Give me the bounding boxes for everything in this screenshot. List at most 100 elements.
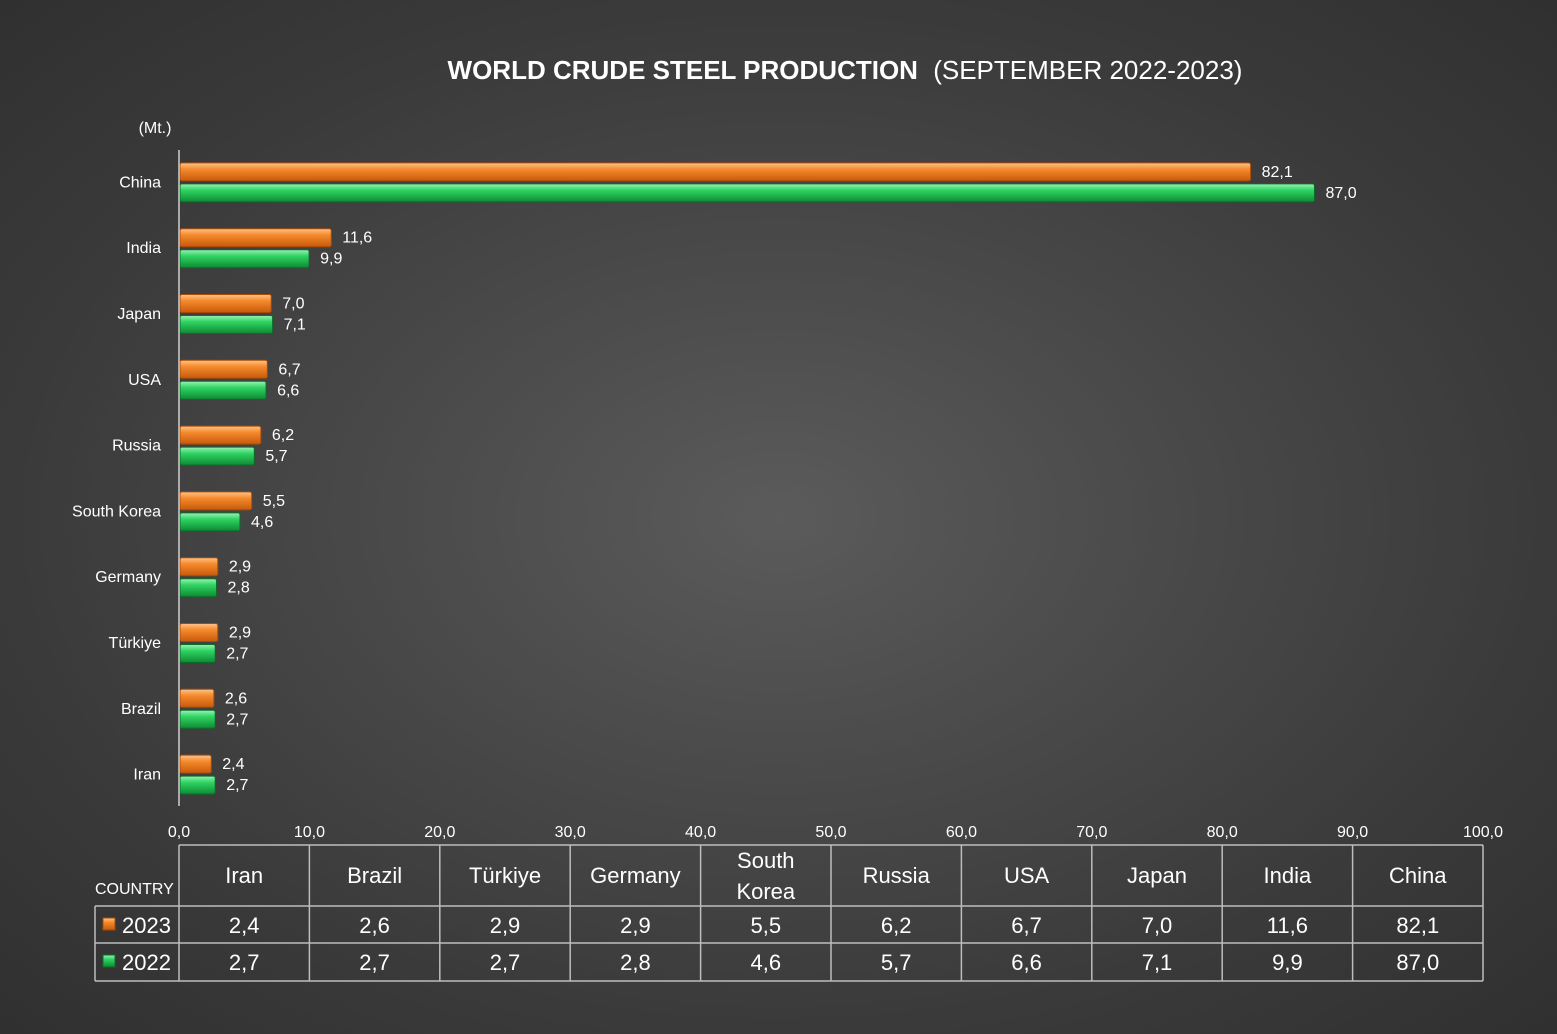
x-tick-label: 0,0 (168, 824, 190, 841)
table-column-header: Korea (736, 879, 795, 904)
table-cell: 6,7 (1011, 913, 1042, 938)
bar-2023 (179, 557, 219, 577)
bar-2022 (179, 183, 1315, 203)
x-tick-label: 70,0 (1076, 824, 1107, 841)
table-cell: 5,5 (751, 913, 782, 938)
bar-value-label: 5,7 (265, 448, 287, 465)
bar-2022 (179, 512, 241, 532)
bar-value-label: 9,9 (320, 251, 342, 268)
table-column-header: Iran (225, 863, 263, 888)
bar-value-label: 6,7 (278, 361, 300, 378)
bar-value-label: 5,5 (263, 493, 285, 510)
x-tick-label: 20,0 (424, 824, 455, 841)
bar-value-label: 2,9 (229, 559, 251, 576)
bar-value-label: 11,6 (342, 230, 372, 247)
bar-value-label: 4,6 (251, 514, 273, 531)
bar-value-label: 6,6 (277, 382, 299, 399)
table-cell: 2,9 (620, 913, 651, 938)
category-label: China (119, 174, 161, 191)
bar-value-label: 2,6 (225, 690, 247, 707)
category-label: Russia (112, 438, 161, 455)
table-column-header: India (1264, 863, 1312, 888)
table-cell: 6,6 (1011, 950, 1042, 975)
bar-value-label: 6,2 (272, 427, 294, 444)
bar-2022 (179, 775, 216, 795)
bar-value-label: 7,0 (282, 296, 304, 313)
bar-2023 (179, 425, 262, 445)
category-label: Iran (133, 767, 161, 784)
legend-key-2022 (102, 954, 116, 968)
bar-2023 (179, 623, 219, 642)
x-tick-label: 10,0 (294, 824, 325, 841)
bar-2023 (179, 294, 272, 313)
category-label: Germany (95, 569, 161, 586)
bar-value-label: 2,7 (226, 711, 248, 728)
category-label: Türkiye (109, 635, 162, 652)
table-corner-label: COUNTRY (95, 881, 174, 898)
table-cell: 2,8 (620, 950, 651, 975)
table-column-header: Russia (863, 863, 931, 888)
bar-2023 (179, 688, 215, 708)
category-labels: China India Japan USA Russia South Korea Germa… (72, 174, 161, 783)
bar-value-label: 7,1 (284, 317, 306, 334)
table-cell: 6,2 (881, 913, 912, 938)
table-column-header: South (737, 848, 795, 873)
table-cell: 87,0 (1396, 950, 1439, 975)
category-label: USA (128, 372, 161, 389)
x-tick-labels: 0,0 10,0 20,0 30,0 40,0 50,0 60,0 70,0 80,0 90,0 1… (168, 824, 1503, 841)
table-cell: 11,6 (1267, 913, 1308, 938)
data-table: COUNTRY Iran Brazil Türkiye Germany South Kore… (94, 844, 1484, 982)
x-tick-label: 80,0 (1207, 824, 1238, 841)
bar-2022 (179, 446, 255, 466)
bar-2023 (179, 359, 268, 379)
chart-title-period: (SEPTEMBER 2022-2023) (933, 55, 1242, 85)
category-label: Brazil (121, 701, 161, 718)
bar-2022 (179, 578, 218, 598)
chart-title-main: WORLD CRUDE STEEL PRODUCTION (448, 55, 918, 85)
bar-value-label: 2,7 (226, 646, 248, 663)
table-column-header: Türkiye (469, 863, 541, 888)
table-cell: 4,6 (751, 950, 782, 975)
table-cell: 2,6 (359, 913, 390, 938)
bar-2023 (179, 228, 332, 248)
x-tick-label: 50,0 (815, 824, 846, 841)
table-cell: 2,7 (359, 950, 390, 975)
bar-value-label: 2,7 (226, 777, 248, 794)
chart-title: WORLD CRUDE STEEL PRODUCTION (SEPTEMBER … (448, 55, 1243, 85)
bars (179, 162, 1315, 795)
bar-2022 (179, 709, 216, 729)
bar-2023 (179, 162, 1252, 182)
table-cell: 5,7 (881, 950, 912, 975)
table-row-header: 2023 (122, 913, 171, 938)
unit-label: (Mt.) (139, 120, 172, 137)
bar-value-label: 2,8 (228, 580, 250, 597)
bar-value-labels: 82,1 87,0 11,69,9 7,0 7,1 6,7 6,6 6,2 5,7 5,5 4,6 2… (222, 164, 1356, 794)
table-column-header: Germany (590, 863, 680, 888)
bar-value-label: 2,9 (229, 625, 251, 642)
x-tick-label: 30,0 (555, 824, 586, 841)
bar-2022 (179, 249, 310, 269)
table-row-header: 2022 (122, 950, 171, 975)
legend-key-2023 (102, 917, 116, 931)
bar-value-label: 82,1 (1262, 164, 1293, 181)
bar-2023 (179, 491, 253, 511)
table-cell: 9,9 (1272, 950, 1303, 975)
table-cell: 7,0 (1142, 913, 1173, 938)
category-label: South Korea (72, 503, 161, 520)
table-cell: 82,1 (1396, 913, 1439, 938)
bar-value-label: 87,0 (1325, 185, 1356, 202)
table-cell: 2,7 (490, 950, 521, 975)
x-tick-label: 40,0 (685, 824, 716, 841)
table-cell: 2,7 (229, 950, 260, 975)
x-tick-label: 60,0 (946, 824, 977, 841)
table-column-header: China (1389, 863, 1447, 888)
category-label: Japan (117, 306, 161, 323)
table-cell: 2,9 (490, 913, 521, 938)
bar-2022 (179, 644, 216, 663)
bar-value-label: 2,4 (222, 756, 244, 773)
table-cell: 7,1 (1142, 950, 1173, 975)
bar-2023 (179, 754, 212, 774)
bar-2022 (179, 315, 274, 334)
table-column-header: USA (1004, 863, 1050, 888)
